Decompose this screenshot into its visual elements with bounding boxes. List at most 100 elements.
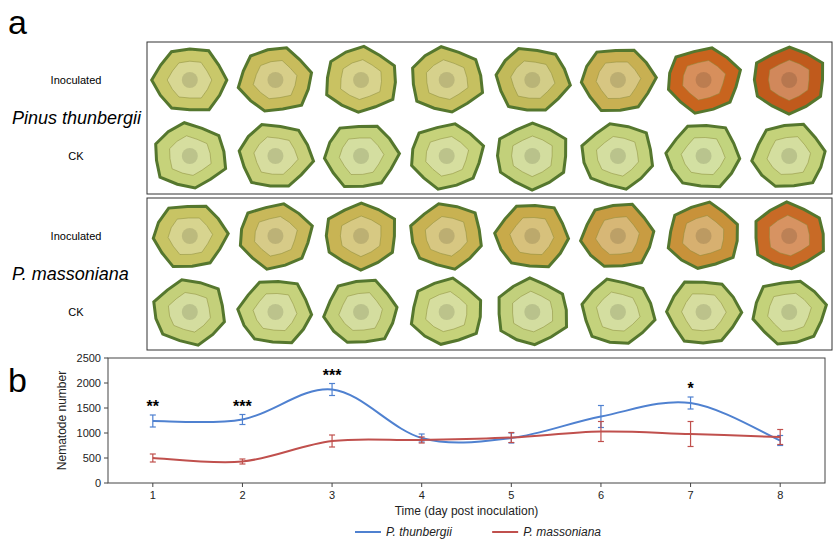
x-tick-label: 3	[329, 489, 335, 501]
species-label: P. massoniana	[12, 264, 129, 284]
stem-pith	[182, 72, 198, 88]
error-cap	[777, 445, 783, 446]
stem-section	[238, 281, 312, 342]
stem-section	[581, 204, 654, 266]
stem-section	[499, 278, 566, 345]
row-label: Inoculated	[51, 230, 102, 242]
y-tick-label: 500	[83, 452, 101, 464]
stem-xylem	[426, 137, 469, 177]
y-tick	[104, 458, 108, 459]
stem-section	[582, 279, 655, 343]
x-tick	[780, 483, 781, 487]
stem-pith	[781, 228, 797, 244]
error-cap	[598, 405, 604, 406]
error-cap	[688, 446, 694, 447]
significance: ***	[233, 398, 252, 415]
error-stem	[152, 454, 153, 462]
x-tick	[332, 483, 333, 487]
stem-pith	[353, 304, 369, 320]
stem-section	[752, 124, 825, 186]
stem-xylem	[426, 60, 468, 100]
stem-section	[756, 202, 823, 269]
series-line	[153, 431, 780, 462]
stem-section	[411, 204, 482, 269]
stem-pith	[267, 72, 283, 88]
error-cap	[419, 433, 425, 434]
error-bar	[508, 433, 514, 443]
stem-xylem	[253, 294, 297, 331]
y-axis-title: Nematode number	[55, 371, 69, 470]
error-cap	[150, 426, 156, 427]
error-stem	[421, 437, 422, 443]
error-bar	[329, 384, 335, 396]
x-tick-label: 7	[688, 489, 694, 501]
error-stem	[600, 422, 601, 442]
significance: **	[147, 398, 160, 415]
y-tick-label: 1000	[77, 427, 101, 439]
stem-section	[495, 205, 569, 266]
stem-pith	[353, 72, 369, 88]
stem-xylem	[597, 137, 639, 177]
stem-section	[496, 49, 570, 111]
x-tick-label: 2	[239, 489, 245, 501]
stem-pith	[524, 304, 540, 320]
error-stem	[690, 397, 691, 409]
error-stem	[242, 415, 243, 425]
stem-section	[327, 46, 396, 112]
stem-xylem	[769, 60, 810, 101]
stem-xylem	[339, 138, 384, 175]
stem-xylem	[425, 217, 467, 257]
stem-xylem	[513, 291, 553, 332]
stem-pith	[439, 148, 455, 164]
legend-swatch	[355, 531, 381, 533]
stem-section	[152, 49, 227, 110]
stem-section	[153, 206, 228, 266]
stem-pith	[610, 148, 626, 164]
error-cap	[688, 421, 694, 422]
stem-section	[498, 123, 566, 190]
error-stem	[152, 415, 153, 427]
stem-xylem	[681, 138, 725, 175]
y-tick-label: 2000	[77, 377, 101, 389]
error-bar	[688, 422, 694, 447]
error-stem	[242, 459, 243, 464]
error-cap	[598, 421, 604, 422]
error-cap	[508, 432, 514, 433]
error-bar	[150, 454, 156, 462]
significance: *	[687, 380, 694, 397]
stem-xylem	[767, 137, 811, 175]
stem-xylem	[339, 293, 383, 331]
stem-section	[156, 123, 226, 188]
error-cap	[508, 442, 514, 443]
x-tick	[690, 483, 691, 487]
row-label: CK	[68, 150, 84, 162]
stem-section	[413, 47, 483, 112]
error-cap	[329, 395, 335, 396]
error-bar	[598, 422, 604, 442]
error-cap	[329, 446, 335, 447]
stem-xylem	[769, 215, 809, 256]
stem-xylem	[168, 293, 210, 333]
stem-pith	[267, 304, 283, 320]
stem-pith	[781, 304, 797, 320]
stem-section	[581, 50, 656, 110]
error-stem	[511, 433, 512, 443]
legend-label: P. massoniana	[523, 525, 601, 539]
error-stem	[780, 430, 781, 445]
stem-pith	[610, 304, 626, 320]
x-tick-label: 4	[419, 489, 425, 501]
error-bar	[777, 430, 783, 445]
x-tick	[600, 483, 601, 487]
stem-pith	[439, 72, 455, 88]
stem-xylem	[596, 217, 640, 255]
error-cap	[508, 442, 514, 443]
stem-xylem	[682, 294, 727, 331]
stem-pith	[182, 228, 198, 244]
error-bar	[329, 435, 335, 447]
stem-pith	[439, 304, 455, 320]
stem-pith	[524, 148, 540, 164]
legend: P. thunbergiiP. massoniana	[355, 525, 601, 539]
error-cap	[239, 463, 245, 464]
stem-xylem	[512, 136, 553, 177]
stem-xylem	[170, 136, 212, 176]
